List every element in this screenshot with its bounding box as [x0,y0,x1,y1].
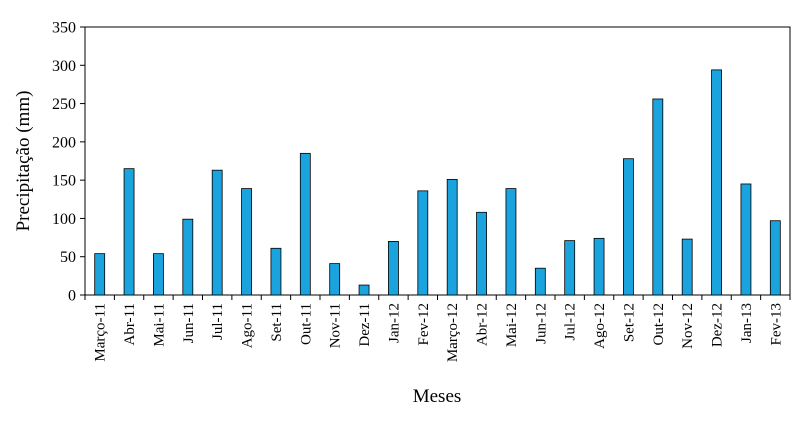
bar [417,190,429,296]
y-tick-label: 150 [52,173,76,190]
bar [241,188,252,296]
x-tick-label: Jul-11 [210,303,226,340]
bar [358,284,370,296]
bar [182,218,194,296]
x-tick-label: Abr-11 [122,303,138,345]
bar [740,183,752,296]
bar [564,240,576,296]
x-tick-label: Nov-11 [328,303,344,348]
x-tick-label: Nov-12 [680,303,696,349]
bar [534,267,546,296]
x-tick-label: Dez-12 [710,303,726,347]
x-tick-label: Jan-12 [386,303,402,343]
x-tick-label: Mai-11 [151,303,167,347]
bar [623,158,634,296]
bar [681,238,693,296]
y-tick-label: 50 [60,249,76,266]
bar [652,98,664,296]
x-tick-label: Jun-11 [181,303,197,343]
bar [153,253,164,296]
y-tick-label: 0 [68,288,76,305]
x-tick-label: Jul-12 [563,303,579,341]
bar [446,178,458,296]
x-tick-label: Mai-12 [504,303,520,347]
bar [94,253,106,296]
y-axis: 0 50 100 150 200 250 300 350 [52,20,85,305]
x-tick-label: Ago-11 [240,303,256,348]
x-axis-label: Meses [413,386,462,407]
bar [476,211,487,296]
y-tick-label: 350 [52,20,76,37]
bar [211,169,223,296]
x-tick-label: Jun-12 [533,303,549,344]
bar [711,69,722,296]
x-tick-label: Dez-11 [357,303,373,347]
bars-group [94,69,781,296]
bar [329,263,341,296]
x-tick-label: Fev-13 [768,303,784,346]
x-tick-label: Abr-12 [475,303,491,346]
x-tick-label: Out-12 [651,303,667,346]
x-axis: Março-11 Abr-11 Mai-11 Jun-11 Jul-11 Ago-11 Se… [84,295,791,362]
x-tick-label: Set-11 [269,303,285,342]
x-tick-label: Jan-13 [739,303,755,343]
bar [270,247,282,296]
x-tick-label: Set-12 [621,303,637,342]
bar [505,188,517,296]
bar [123,168,135,296]
y-tick-label: 300 [52,58,76,75]
bar [388,240,399,296]
y-tick-label: 250 [52,96,76,113]
bar [593,237,605,296]
bar [769,220,781,296]
y-tick-label: 100 [52,211,76,228]
x-tick-label: Out-11 [298,303,314,345]
x-tick-label: Fev-12 [416,303,432,346]
x-tick-label: Ago-12 [592,303,608,349]
y-axis-label: Precipitação (mm) [13,91,34,232]
x-tick-label: Março-11 [93,303,109,362]
bar [299,152,311,296]
y-tick-label: 200 [52,134,76,151]
x-tick-label: Março-12 [445,303,461,362]
